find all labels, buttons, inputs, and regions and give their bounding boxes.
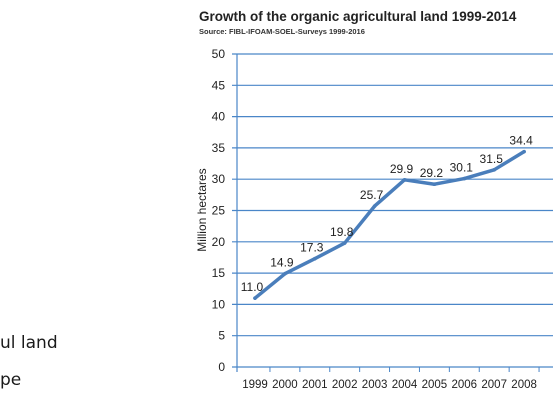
x-tick-label-2007: 2007: [481, 379, 507, 391]
y-tick-label-45: 45: [212, 78, 226, 92]
y-tick-label-30: 30: [212, 172, 226, 186]
y-axis-label: Million hectares: [195, 168, 209, 251]
y-tick-label-35: 35: [212, 141, 226, 155]
x-tick-label-2003: 2003: [362, 379, 388, 391]
y-tick-label-10: 10: [212, 297, 226, 311]
chart-subtitle: Source: FIBL-IFOAM-SOEL-Surveys 1999-201…: [199, 27, 365, 36]
y-tick-label-40: 40: [212, 110, 226, 124]
data-label-2004: 29.9: [390, 162, 414, 176]
data-point-2006: [462, 176, 467, 181]
data-label-2002: 19.8: [330, 225, 354, 239]
y-tick-label-20: 20: [212, 235, 226, 249]
data-label-2000: 14.9: [270, 256, 294, 270]
data-label-2003: 25.7: [360, 188, 384, 202]
series-line-0: [253, 149, 526, 300]
data-point-2008: [522, 149, 526, 154]
y-tick-label-15: 15: [212, 266, 226, 280]
series-layer: [253, 149, 526, 300]
x-tick-label-2005: 2005: [422, 379, 448, 391]
data-point-2002: [342, 241, 347, 245]
x-tick-label-2008: 2008: [511, 379, 537, 391]
x-tick-label-2006: 2006: [452, 379, 478, 391]
y-tick-label-50: 50: [212, 47, 226, 61]
data-point-2000: [283, 271, 287, 276]
data-point-1999: [253, 296, 257, 300]
data-point-2005: [432, 182, 437, 187]
data-point-2004: [402, 178, 407, 182]
x-tick-label-2001: 2001: [302, 379, 328, 391]
data-label-2005: 29.2: [420, 166, 444, 180]
x-tick-label-1999: 1999: [242, 379, 268, 391]
data-point-2003: [372, 204, 377, 208]
data-label-2006: 30.1: [450, 161, 474, 175]
data-label-2001: 17.3: [300, 241, 324, 255]
x-tick-label-2000: 2000: [272, 379, 298, 391]
data-label-2008: 34.4: [509, 134, 533, 148]
data-label-2007: 31.5: [480, 152, 504, 166]
grid-layer: [232, 53, 553, 368]
x-tick-label-2004: 2004: [392, 379, 418, 391]
x-tick-label-2002: 2002: [332, 379, 358, 391]
side-text-line-2: pe: [0, 370, 22, 390]
label-layer: 11.0 14.9 17.3 19.8 25.7 29.9 29.2 30.1 31.5 34.4: [241, 134, 533, 294]
data-point-2001: [313, 256, 317, 261]
chart-title: Growth of the organic agricultural land …: [199, 9, 517, 24]
data-label-1999: 11.0: [241, 280, 264, 294]
data-point-2007: [492, 168, 497, 172]
side-text-line-1: ul land: [0, 333, 58, 353]
y-tick-label-0: 0: [218, 360, 225, 374]
y-tick-label-25: 25: [212, 204, 226, 218]
axis-layer: 0 5 10 15 20 25 30 35 40 45 50 1999 2000 2001 2002 2003…: [212, 47, 540, 391]
y-tick-label-5: 5: [218, 329, 225, 343]
